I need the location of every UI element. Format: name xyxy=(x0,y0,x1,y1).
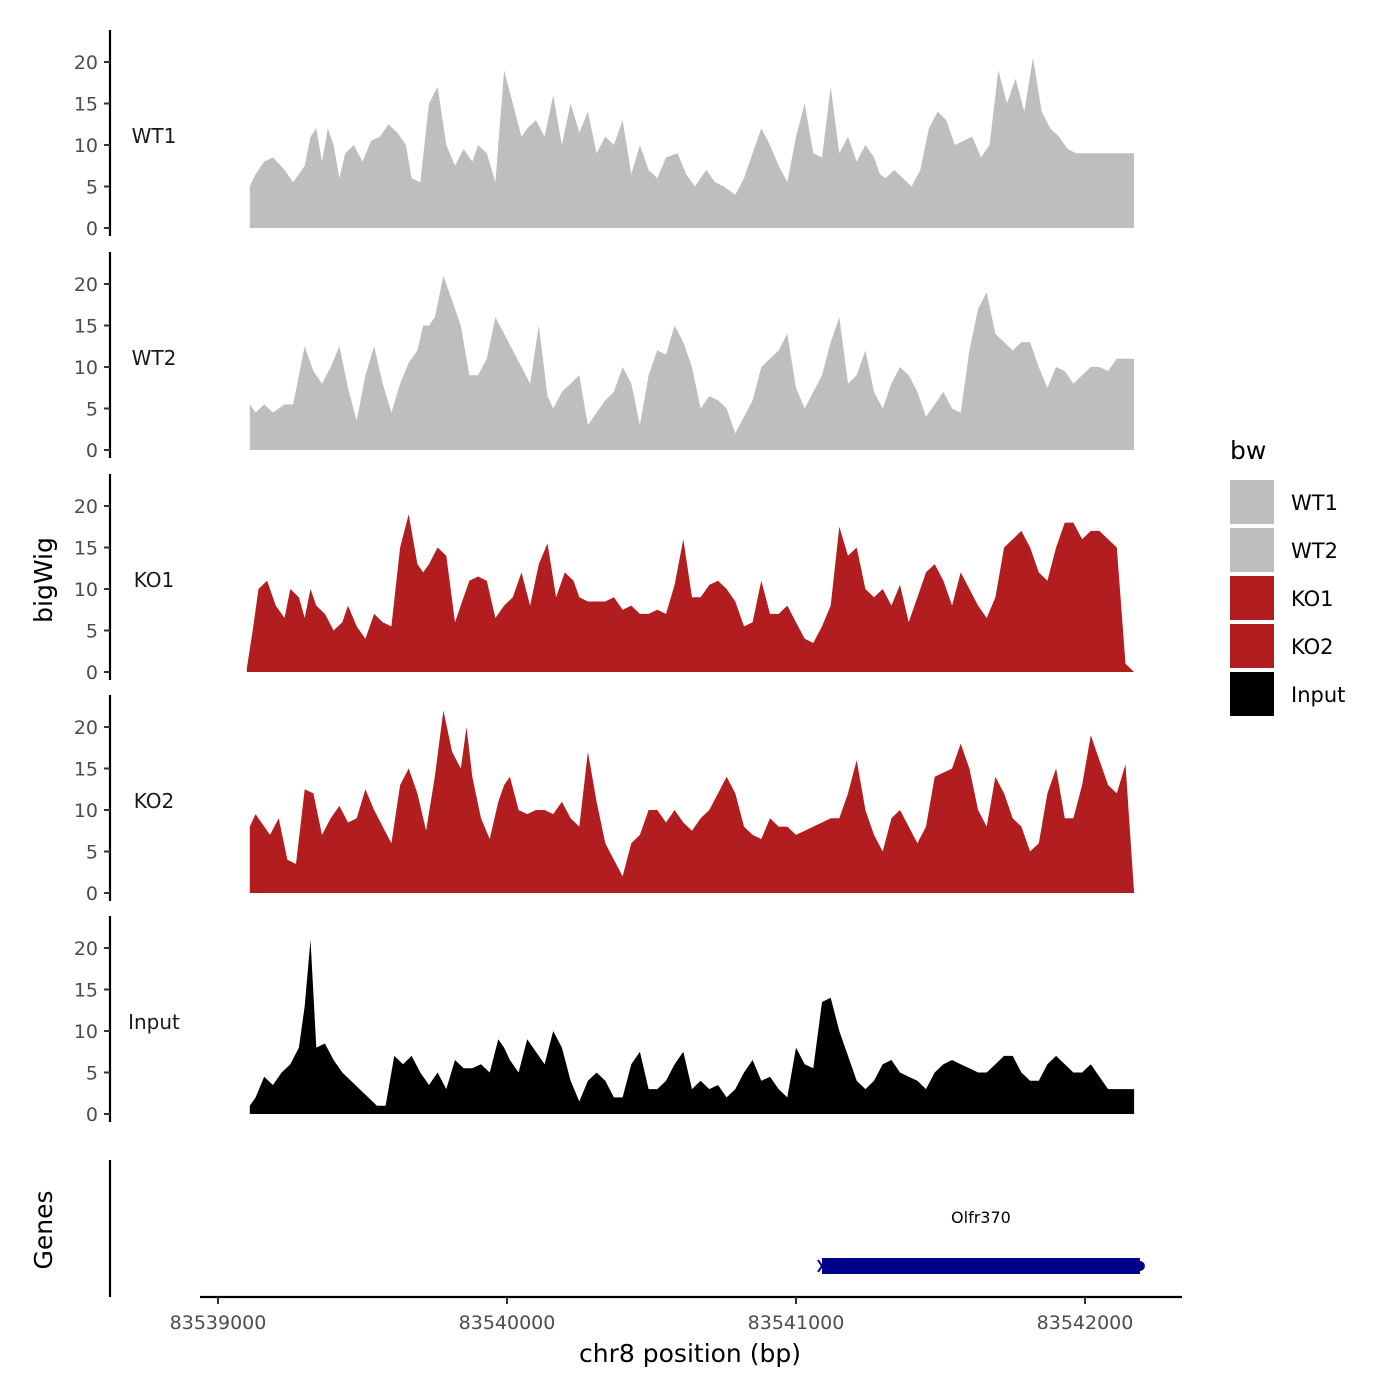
y-tick-label: 5 xyxy=(86,399,98,421)
y-tick-label: 10 xyxy=(74,579,98,601)
y-tick-label: 0 xyxy=(86,440,98,462)
legend: bw WT1 WT2 KO1 KO2 Input xyxy=(1230,436,1345,716)
signal-area-ko2 xyxy=(249,710,1135,893)
y-tick-label: 10 xyxy=(74,800,98,822)
gene-label: Olfr370 xyxy=(951,1208,1011,1227)
track-label-ko2: KO2 xyxy=(134,789,175,813)
y-tick-label: 15 xyxy=(74,759,98,781)
y-tick-label: 0 xyxy=(86,1104,98,1126)
legend-label-ko2: KO2 xyxy=(1291,635,1334,659)
signal-area-wt1 xyxy=(249,57,1135,228)
track-label-wt2: WT2 xyxy=(132,346,177,370)
legend-label-ko1: KO1 xyxy=(1291,587,1334,611)
legend-key-ko1 xyxy=(1230,576,1274,620)
x-tick-label: 83540000 xyxy=(459,1312,556,1334)
legend-title: bw xyxy=(1230,436,1266,465)
track-ko1: 0 5 10 15 20 KO1 xyxy=(74,474,1135,684)
y-tick-label: 5 xyxy=(86,842,98,864)
y-tick-label: 15 xyxy=(74,538,98,560)
y-tick-label: 0 xyxy=(86,218,98,240)
genes-axis-title: Genes xyxy=(29,1190,58,1269)
y-tick-label: 0 xyxy=(86,662,98,684)
signal-area-input xyxy=(249,939,1135,1114)
signal-tracks: 0 5 10 15 20 WT1 0 5 10 15 20 WT2 0 5 10 15 20 KO1 0 5 10 15 2… xyxy=(74,30,1135,1126)
legend-key-ko2 xyxy=(1230,624,1274,668)
genes-panel: Olfr370 xyxy=(108,1160,1145,1297)
x-tick-label: 83541000 xyxy=(748,1312,845,1334)
y-tick-label: 15 xyxy=(74,316,98,338)
signal-area-wt2 xyxy=(249,275,1135,450)
y-axis-title: bigWig xyxy=(29,537,58,623)
y-tick-label: 5 xyxy=(86,1063,98,1085)
y-tick-label: 10 xyxy=(74,357,98,379)
y-tick-label: 5 xyxy=(86,177,98,199)
track-label-ko1: KO1 xyxy=(134,568,175,592)
track-label-input: Input xyxy=(128,1010,180,1034)
y-tick-label: 20 xyxy=(74,717,98,739)
legend-label-input: Input xyxy=(1291,683,1345,707)
track-ko2: 0 5 10 15 20 KO2 xyxy=(74,695,1135,905)
y-tick-label: 15 xyxy=(74,94,98,116)
x-axis-title: chr8 position (bp) xyxy=(579,1339,801,1368)
gene-strand-marker xyxy=(817,1259,827,1273)
y-tick-label: 20 xyxy=(74,274,98,296)
y-tick-label: 10 xyxy=(74,1021,98,1043)
track-wt2: 0 5 10 15 20 WT2 xyxy=(74,252,1135,462)
legend-key-wt1 xyxy=(1230,480,1274,524)
legend-label-wt1: WT1 xyxy=(1291,491,1338,515)
legend-key-input xyxy=(1230,672,1274,716)
track-wt1: 0 5 10 15 20 WT1 xyxy=(74,30,1135,240)
y-tick-label: 10 xyxy=(74,135,98,157)
y-tick-label: 20 xyxy=(74,938,98,960)
gene-body xyxy=(822,1258,1140,1274)
y-tick-label: 0 xyxy=(86,883,98,905)
track-input: 0 5 10 15 20 Input xyxy=(74,916,1135,1126)
y-tick-label: 15 xyxy=(74,980,98,1002)
track-label-wt1: WT1 xyxy=(132,124,177,148)
legend-key-wt2 xyxy=(1230,528,1274,572)
x-axis: 83539000 83540000 83541000 83542000 xyxy=(170,1295,1182,1334)
y-tick-label: 20 xyxy=(74,52,98,74)
signal-area-ko1 xyxy=(246,514,1135,672)
y-tick-label: 20 xyxy=(74,496,98,518)
gene-end-marker xyxy=(1134,1261,1145,1271)
x-tick-label: 83542000 xyxy=(1037,1312,1134,1334)
x-tick-label: 83539000 xyxy=(170,1312,267,1334)
y-tick-label: 5 xyxy=(86,621,98,643)
legend-label-wt2: WT2 xyxy=(1291,539,1338,563)
